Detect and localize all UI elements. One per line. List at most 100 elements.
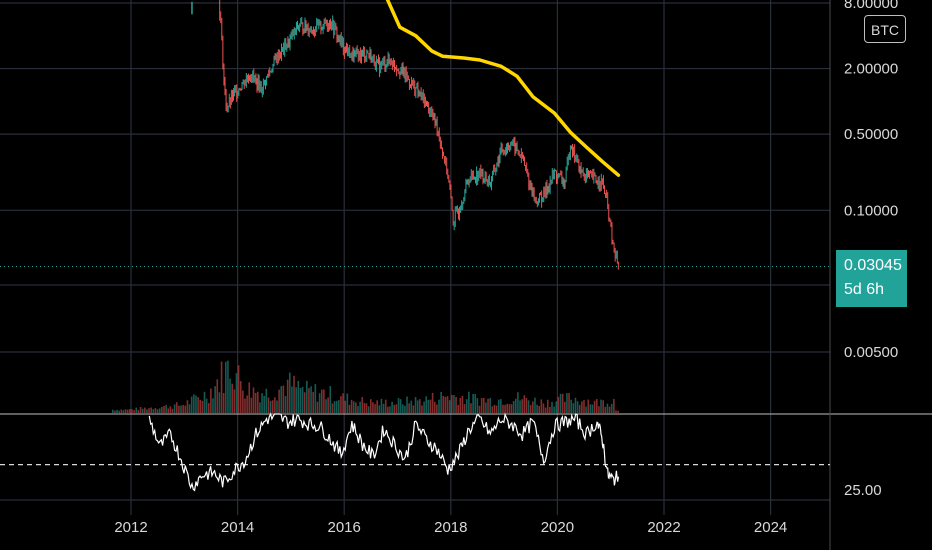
volume-bar bbox=[323, 389, 325, 413]
volume-bar bbox=[593, 400, 596, 413]
volume-bar bbox=[284, 396, 287, 413]
volume-bar bbox=[478, 405, 481, 413]
volume-bar bbox=[124, 409, 127, 413]
volume-bar bbox=[431, 392, 434, 413]
volume-bar bbox=[359, 401, 361, 413]
volume-bar bbox=[182, 404, 184, 413]
volume-bar bbox=[414, 397, 417, 413]
volume-bar bbox=[555, 401, 558, 413]
ma-line bbox=[385, 0, 621, 177]
volume-bar bbox=[252, 387, 255, 413]
volume-bar bbox=[436, 404, 438, 413]
volume-bar bbox=[495, 405, 498, 413]
volume-bar bbox=[540, 399, 543, 413]
volume-bar bbox=[306, 380, 308, 413]
volume-bar bbox=[325, 399, 327, 413]
volume-bar bbox=[233, 389, 236, 413]
volume-bar bbox=[546, 399, 549, 413]
volume-bar bbox=[493, 404, 496, 413]
volume-bar bbox=[399, 399, 402, 413]
volume-bar bbox=[574, 397, 577, 413]
volume-bar bbox=[129, 409, 131, 413]
x-tick-label: 2024 bbox=[754, 519, 787, 536]
volume-bar bbox=[448, 400, 451, 413]
oscillator-pane bbox=[0, 412, 830, 492]
volume-bar bbox=[538, 406, 541, 413]
volume-bar bbox=[421, 405, 423, 413]
axes: 8.00000 2.00000 0.50000 0.10000 0.00500 25.00… bbox=[114, 0, 898, 536]
volume-bar bbox=[180, 405, 182, 413]
volume-bar bbox=[389, 406, 391, 413]
volume-bar bbox=[363, 402, 366, 413]
currency-badge[interactable]: BTC bbox=[864, 15, 906, 43]
volume-bar bbox=[184, 405, 187, 413]
volume-bar bbox=[372, 402, 374, 413]
last-price-value: 0.03045 bbox=[844, 257, 902, 274]
volume-bar bbox=[508, 404, 511, 413]
x-tick-label: 2014 bbox=[221, 519, 254, 536]
volume-bar bbox=[188, 404, 191, 413]
volume-bar bbox=[193, 394, 195, 413]
volume-bar bbox=[568, 393, 570, 413]
volume-bar bbox=[463, 404, 466, 413]
volume-bar bbox=[329, 386, 332, 413]
volume-bar bbox=[450, 394, 453, 413]
volume-bar bbox=[335, 400, 338, 413]
volume-bar bbox=[344, 400, 346, 413]
x-tick-label: 2020 bbox=[541, 519, 574, 536]
volume-bar bbox=[561, 393, 564, 413]
volume-bar bbox=[271, 400, 274, 413]
volume-bar bbox=[301, 386, 304, 413]
volume-bar bbox=[527, 400, 530, 413]
x-tick-label: 2012 bbox=[114, 519, 147, 536]
volume-bar bbox=[408, 403, 410, 413]
volume-bar bbox=[310, 386, 312, 413]
osc-y-tick-label: 25.00 bbox=[844, 482, 882, 499]
volume-bar bbox=[331, 403, 334, 413]
volume-bar bbox=[256, 391, 259, 413]
volume-bar bbox=[173, 404, 176, 413]
volume-bar bbox=[457, 404, 459, 413]
volume-bar bbox=[201, 400, 204, 413]
volume-bar bbox=[401, 404, 404, 413]
volume-bar bbox=[156, 409, 159, 413]
volume-bar bbox=[355, 402, 357, 413]
volume-bar bbox=[514, 398, 517, 413]
volume-bar bbox=[239, 381, 242, 413]
volume-bar bbox=[163, 405, 165, 413]
volume-bar bbox=[419, 399, 421, 413]
volume-bar bbox=[150, 407, 152, 413]
volume-bar bbox=[158, 408, 161, 413]
volume-bar bbox=[274, 397, 276, 413]
volume-bar bbox=[536, 404, 538, 413]
volume-bar bbox=[397, 398, 400, 413]
volume-bar bbox=[248, 382, 251, 413]
volume-bar bbox=[320, 389, 323, 413]
volume-bar bbox=[212, 398, 214, 413]
volume-bar bbox=[617, 410, 619, 413]
x-tick-label: 2018 bbox=[434, 519, 467, 536]
volume-bar bbox=[154, 408, 157, 413]
volume-bar bbox=[465, 399, 468, 413]
volume-bar bbox=[114, 410, 116, 413]
volume-bar bbox=[470, 403, 472, 413]
volume-bar bbox=[280, 386, 283, 413]
volume-bar bbox=[342, 393, 344, 413]
volume-bar bbox=[288, 372, 291, 413]
volume-bar bbox=[246, 395, 248, 413]
volume-bar bbox=[120, 409, 123, 413]
volume-bar bbox=[566, 393, 568, 413]
last-price-label: 0.03045 5d 6h bbox=[836, 250, 907, 307]
volume-bar bbox=[250, 397, 253, 413]
volume-bar bbox=[387, 406, 389, 413]
volume-bar bbox=[485, 402, 487, 413]
volume-bar bbox=[205, 398, 208, 413]
volume-bar bbox=[118, 410, 121, 413]
volume-bar bbox=[506, 403, 509, 413]
volume-bar bbox=[608, 406, 611, 413]
volume-bar bbox=[314, 384, 317, 413]
volume-bar bbox=[316, 401, 319, 413]
volume-bar bbox=[291, 386, 293, 413]
volume-bar bbox=[346, 393, 349, 413]
volume-bar bbox=[152, 409, 155, 413]
